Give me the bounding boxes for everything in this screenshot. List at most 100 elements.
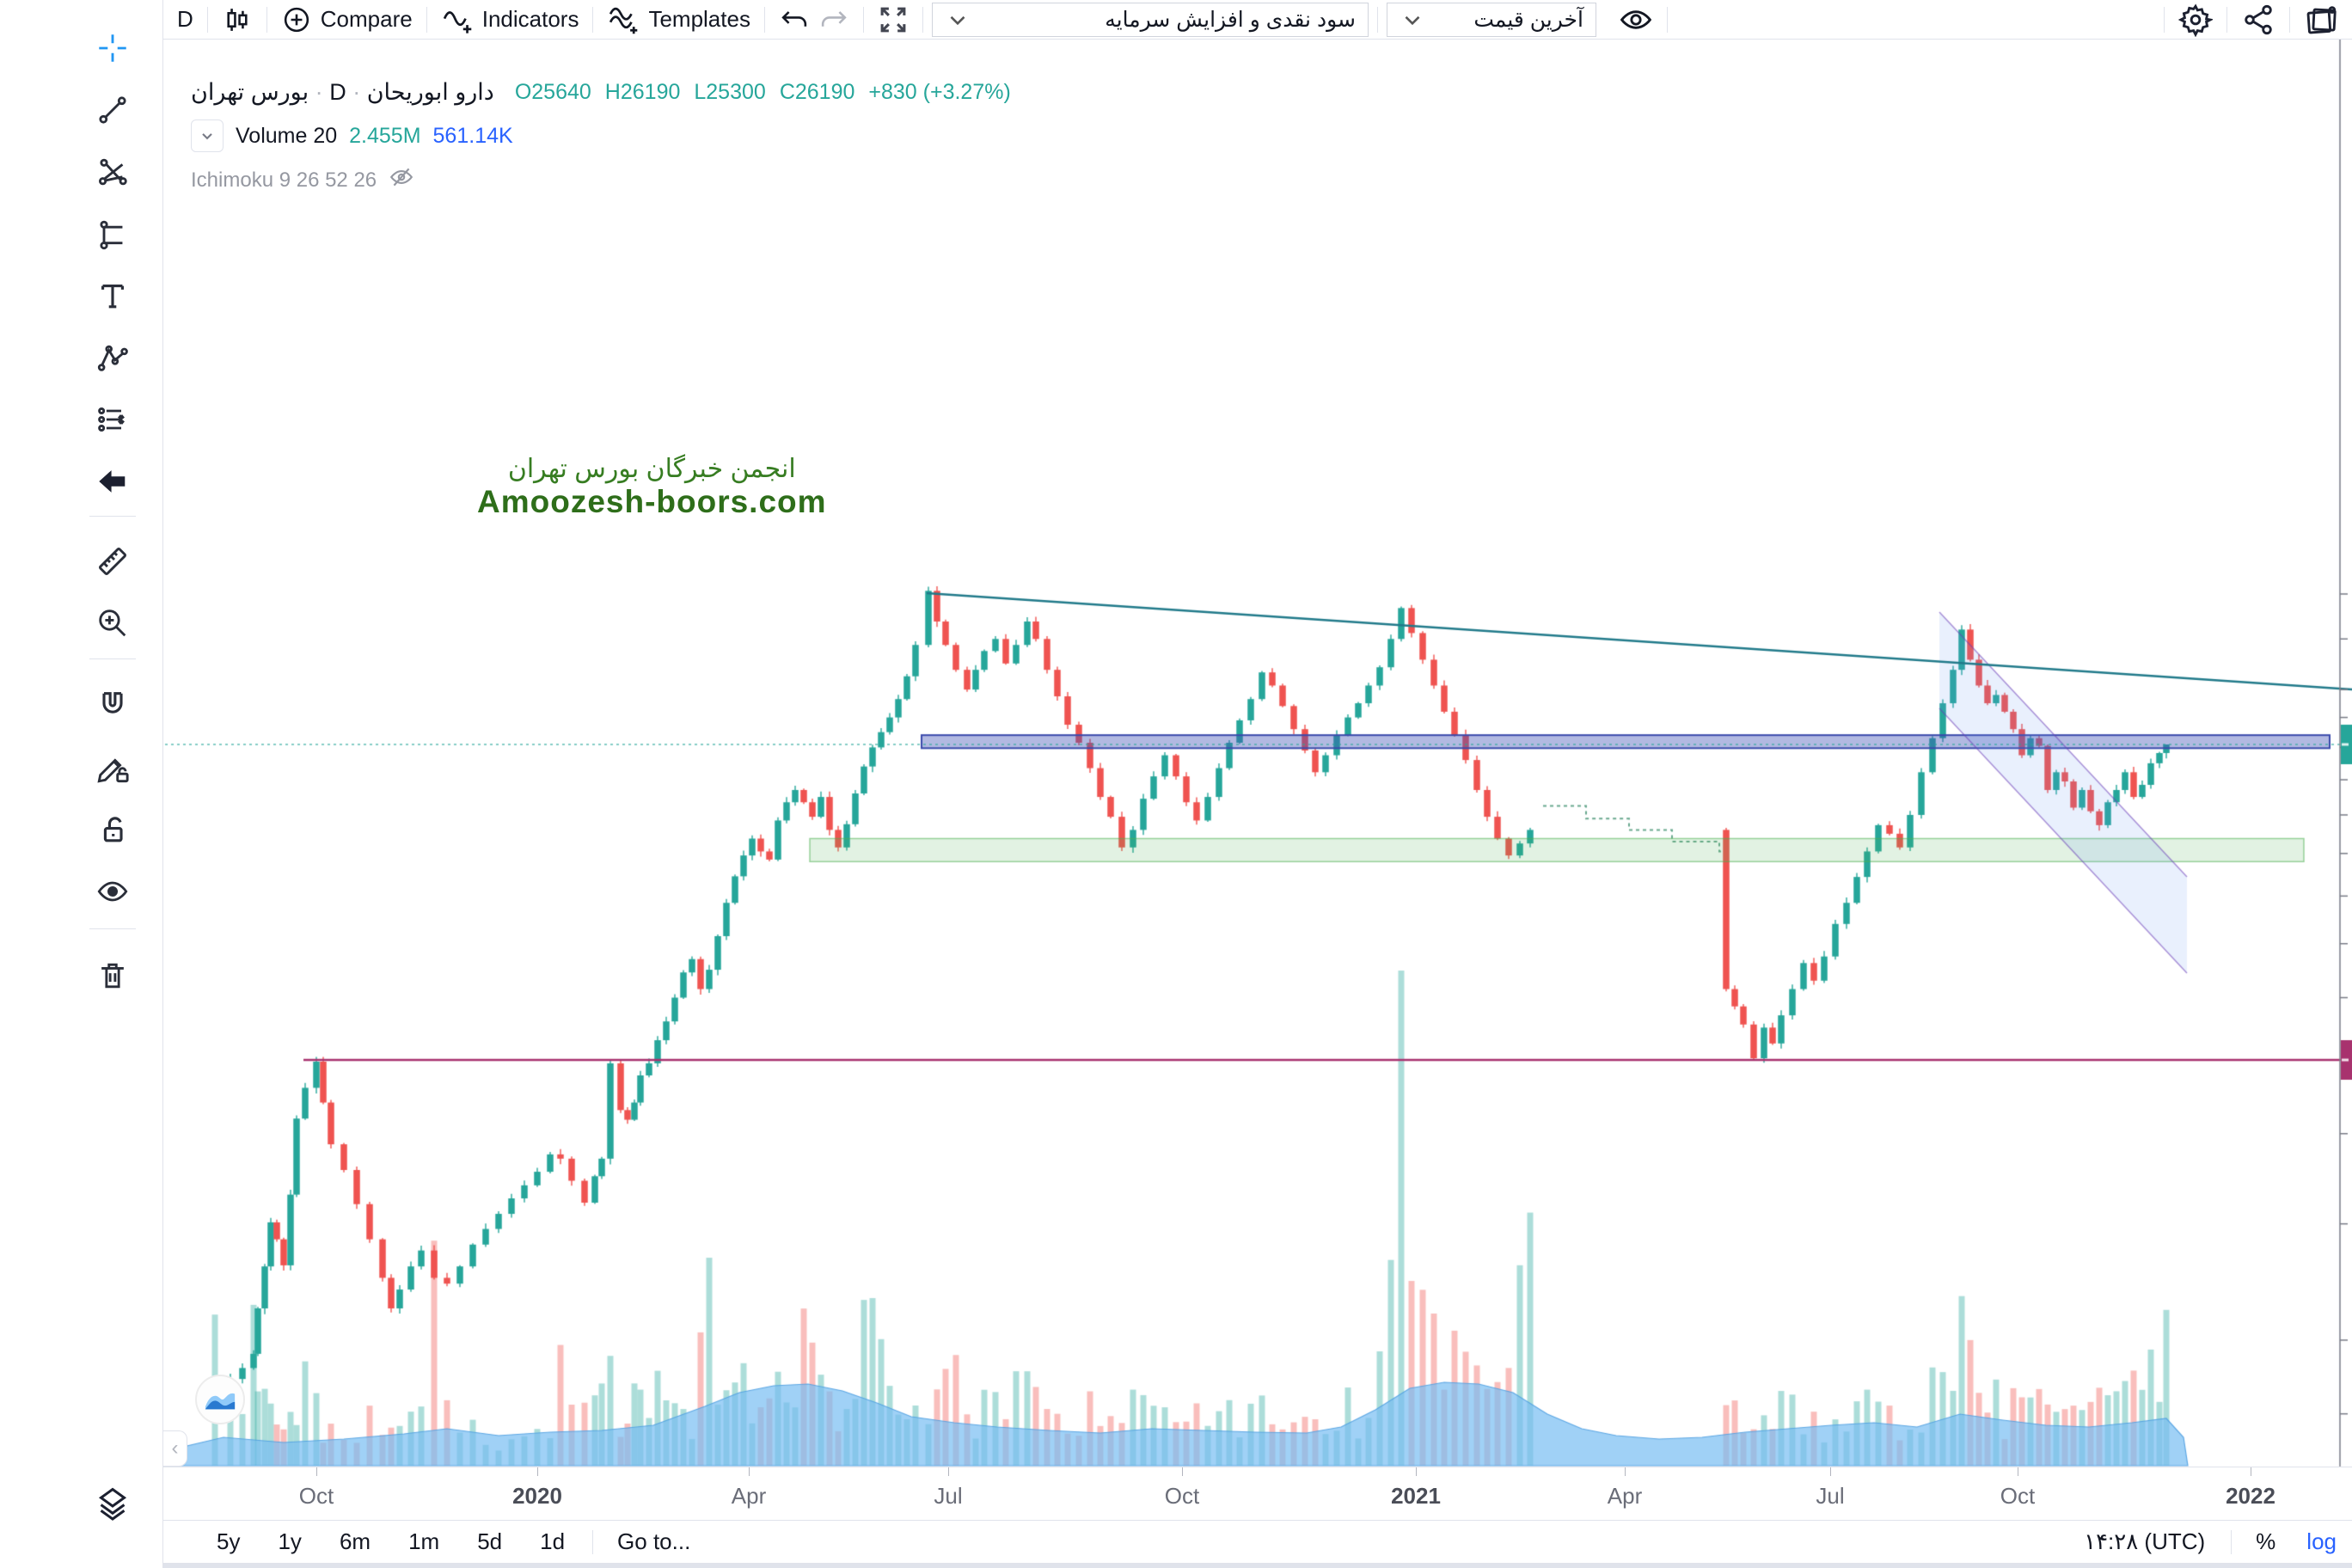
- window-bottom-strip: [0, 1563, 2352, 1568]
- undo-icon[interactable]: [779, 4, 810, 35]
- low-value: L25300: [694, 80, 766, 104]
- toolbar-divider: [1376, 6, 1378, 33]
- xabcd-pattern-tool-icon[interactable]: [93, 338, 132, 377]
- range-button-6m[interactable]: 6m: [339, 1528, 371, 1554]
- toolbar-divider: [2289, 6, 2290, 33]
- toolbar-divider: [89, 516, 136, 517]
- toolbar-divider: [206, 6, 208, 33]
- chart-watermark: انجمن خبرگان بورس تهران Amoozesh-boors.c…: [477, 454, 827, 520]
- indicators-icon: [441, 3, 474, 36]
- time-axis-tick: [1416, 1467, 1417, 1476]
- toolbar-divider: [592, 1529, 594, 1554]
- percent-scale-button[interactable]: %: [2256, 1528, 2276, 1554]
- interval-button[interactable]: D: [163, 0, 207, 40]
- goto-button[interactable]: Go to...: [617, 1528, 691, 1554]
- toolbar-divider: [922, 6, 923, 33]
- eye-icon: [1619, 3, 1653, 37]
- time-axis-tick: [1625, 1467, 1626, 1476]
- chevron-down-icon: [945, 7, 971, 33]
- time-axis-tick: [1830, 1467, 1831, 1476]
- share-button[interactable]: [2227, 0, 2289, 40]
- visibility-button[interactable]: [1605, 0, 1667, 40]
- gann-fib-tool-icon[interactable]: [93, 152, 132, 192]
- toolbar-divider: [89, 658, 136, 659]
- log-scale-button[interactable]: log: [2306, 1528, 2337, 1554]
- toolbar-divider: [1666, 6, 1668, 33]
- forecast-tool-icon[interactable]: [93, 400, 132, 439]
- ichimoku-label: Ichimoku 9 26 52 26: [191, 168, 377, 192]
- watermark-line2: Amoozesh-boors.com: [477, 484, 827, 519]
- time-axis-label: Apr: [1607, 1483, 1643, 1509]
- symbol-title: دارو ابوریحان · D · بورس تهران: [191, 79, 494, 105]
- toolbar-divider: [89, 928, 136, 929]
- time-axis-tick: [1182, 1467, 1183, 1476]
- templates-button[interactable]: Templates: [593, 0, 764, 40]
- range-button-5y[interactable]: 5y: [217, 1528, 241, 1554]
- trend-line-tool-icon[interactable]: [93, 90, 132, 130]
- ichimoku-indicator-row[interactable]: Ichimoku 9 26 52 26: [191, 164, 1011, 196]
- range-button-1d[interactable]: 1d: [540, 1528, 566, 1554]
- chevron-down-icon: [1400, 7, 1425, 33]
- zoom-in-tool-icon[interactable]: [93, 603, 132, 643]
- time-axis-tick: [537, 1467, 538, 1476]
- last-price-dropdown[interactable]: آخرین قیمت: [1386, 2, 1596, 37]
- legend-collapse-button[interactable]: [191, 119, 224, 152]
- close-value: C26190: [779, 80, 855, 104]
- timeline-collapse-tab[interactable]: ‹: [163, 1430, 187, 1467]
- eye-off-icon[interactable]: [389, 164, 414, 196]
- toolbar-divider: [763, 6, 765, 33]
- drawing-lock-tool-icon[interactable]: [93, 748, 132, 787]
- text-tool-icon[interactable]: [93, 276, 132, 315]
- time-axis-tick: [316, 1467, 317, 1476]
- volume-indicator-row[interactable]: Volume 20 2.455M 561.14K: [191, 119, 1011, 152]
- gear-icon: [2178, 3, 2213, 37]
- dividends-adjust-dropdown[interactable]: سود نقدی و افزایش سرمایه: [931, 2, 1369, 37]
- top-toolbar: D Compare Indicators Templates: [163, 0, 2352, 40]
- chart-legend: دارو ابوریحان · D · بورس تهران O25640 H2…: [191, 79, 1011, 196]
- time-axis-label: 2020: [512, 1483, 562, 1509]
- volume-ma-value: 2.455M: [349, 123, 421, 148]
- object-tree-layers-icon[interactable]: [93, 1484, 132, 1523]
- ruler-tool-icon[interactable]: [93, 542, 132, 581]
- time-axis[interactable]: Oct 2020 Apr Jul Oct 2021 Apr Jul Oct 2022: [163, 1467, 2352, 1520]
- settings-button[interactable]: [2165, 0, 2226, 40]
- hide-drawings-eye-icon[interactable]: [93, 872, 132, 911]
- layout-panels-icon: [2304, 3, 2338, 37]
- range-button-5d[interactable]: 5d: [477, 1528, 503, 1554]
- range-button-1m[interactable]: 1m: [408, 1528, 440, 1554]
- time-axis-label: Oct: [2000, 1483, 2036, 1509]
- unlock-tool-icon[interactable]: [93, 810, 132, 849]
- time-axis-tick: [749, 1467, 750, 1476]
- time-axis-label: Oct: [298, 1483, 334, 1509]
- toolbar-divider: [2231, 1529, 2233, 1554]
- compare-button[interactable]: Compare: [267, 0, 426, 40]
- dividends-dropdown-value: سود نقدی و افزایش سرمایه: [1105, 7, 1356, 32]
- fullscreen-icon: [878, 4, 909, 35]
- exchange-logo: [195, 1375, 245, 1424]
- toolbar-divider: [2164, 6, 2165, 33]
- compare-plus-icon: [281, 4, 312, 35]
- range-button-1y[interactable]: 1y: [278, 1528, 302, 1554]
- arrow-marker-tool-icon[interactable]: [93, 462, 132, 501]
- time-axis-label: Jul: [1816, 1483, 1845, 1509]
- toolbar-divider: [862, 6, 864, 33]
- time-axis-label: Apr: [731, 1483, 767, 1509]
- magnet-tool-icon[interactable]: [93, 686, 132, 726]
- chart-style-button[interactable]: [208, 0, 266, 40]
- geometric-shapes-tool-icon[interactable]: [93, 214, 132, 254]
- symbol-row[interactable]: دارو ابوریحان · D · بورس تهران O25640 H2…: [191, 79, 1011, 106]
- indicators-button[interactable]: Indicators: [427, 0, 593, 40]
- time-axis-label: Oct: [1164, 1483, 1200, 1509]
- remove-all-trash-icon[interactable]: [93, 956, 132, 995]
- crosshair-tool-icon[interactable]: [93, 28, 132, 68]
- toolbar-divider: [592, 6, 594, 33]
- volume-label: Volume 20: [236, 123, 338, 148]
- fullscreen-button[interactable]: [864, 0, 922, 40]
- clock-timezone-button[interactable]: ۱۴:۲۸ (UTC): [2084, 1528, 2206, 1554]
- redo-icon[interactable]: [818, 4, 849, 35]
- volume-value: 561.14K: [432, 123, 513, 148]
- toolbar-divider: [266, 6, 267, 33]
- layout-panels-button[interactable]: [2290, 0, 2352, 40]
- share-icon: [2241, 3, 2275, 37]
